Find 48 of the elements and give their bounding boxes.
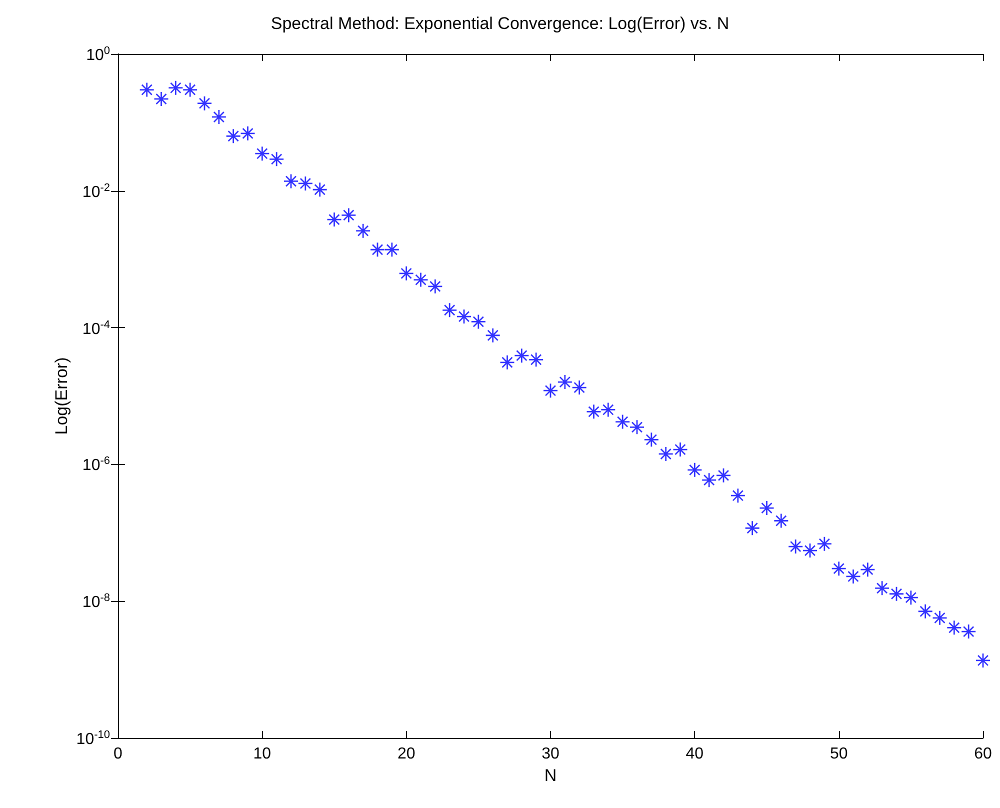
point: [399, 266, 414, 280]
point: [688, 462, 702, 477]
point: [500, 355, 514, 370]
point: [255, 146, 270, 161]
point: [183, 82, 198, 97]
point: [428, 279, 442, 294]
x-tick-label: 60: [974, 746, 992, 762]
x-tick-label: 10: [253, 746, 272, 762]
y-tick-label: 10$^{-8}$: [82, 592, 110, 612]
point: [514, 348, 529, 363]
y-tick-label: 10$^{-10}$: [76, 729, 110, 748]
point: [414, 272, 428, 287]
point: [140, 82, 154, 97]
point: [832, 562, 846, 576]
point: [932, 610, 947, 625]
point: [486, 328, 500, 342]
point: [616, 414, 630, 429]
point: [817, 536, 832, 551]
point: [760, 501, 774, 516]
point: [745, 521, 760, 536]
point: [529, 352, 544, 367]
y-tick-label: 10$^{-2}$: [82, 182, 110, 201]
x-tick-label: 50: [830, 746, 848, 762]
point: [384, 242, 399, 257]
point: [601, 402, 616, 417]
point: [644, 432, 658, 447]
point: [226, 129, 240, 144]
y-tick-label: 10$^{-6}$: [82, 455, 110, 474]
point: [442, 303, 457, 318]
y-axis-title: Log(Error): [52, 357, 71, 435]
chart-title: Spectral Method: Exponential Convergence: Log(Error) vs. N: [270, 14, 730, 33]
point: [240, 126, 255, 140]
point: [875, 581, 890, 596]
x-tick-label: 40: [686, 746, 704, 762]
y-tick-label: 10$^{0}$: [86, 45, 110, 64]
y-tick-label: 10$^{-4}$: [82, 318, 110, 338]
point: [270, 152, 284, 166]
point: [471, 314, 486, 329]
x-tick-label: 0: [114, 746, 123, 762]
point: [918, 604, 932, 618]
x-axis-title: N: [544, 766, 557, 785]
point: [312, 182, 327, 197]
point: [774, 514, 788, 528]
point: [860, 562, 875, 577]
point: [356, 224, 370, 238]
point: [586, 404, 601, 419]
x-tick-label: 30: [542, 746, 560, 762]
x-tick-label: 20: [397, 746, 416, 762]
